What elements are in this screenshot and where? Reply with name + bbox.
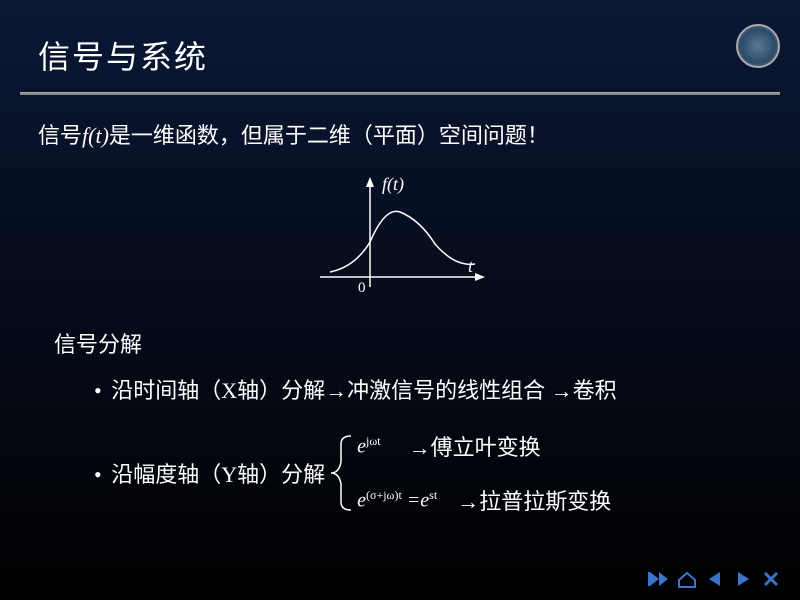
- nav-close-icon[interactable]: [760, 568, 782, 590]
- nav-next-icon[interactable]: [732, 568, 754, 590]
- nav-prev-icon[interactable]: [704, 568, 726, 590]
- slide-content: 信号f(t)是一维函数，但属于二维（平面）空间问题！ f(t) t 0 信号分解…: [0, 95, 800, 516]
- nav-first-icon[interactable]: [648, 568, 670, 590]
- bullet-y-text: • 沿幅度轴（Y轴）分解: [94, 457, 325, 489]
- university-logo-icon: [736, 24, 780, 68]
- intro-rest: 是一维函数，但属于二维（平面）空间问题！: [109, 123, 549, 148]
- bullet-dot-icon: •: [94, 462, 102, 487]
- brace-icon: [325, 430, 357, 516]
- bullet-x-axis: • 沿时间轴（X轴）分解→冲激信号的线性组合 →卷积: [94, 373, 762, 408]
- fourier-text: →傅立叶变换: [409, 430, 541, 462]
- bullet-dot-icon: •: [94, 378, 102, 403]
- slide-title: 信号与系统: [38, 32, 800, 78]
- nav-bar: [648, 568, 782, 590]
- slide-header: 信号与系统: [0, 0, 800, 88]
- bullet-y-axis: • 沿幅度轴（Y轴）分解 ejωt →傅立叶变换 e(σ+jω)t =est →…: [94, 430, 762, 516]
- intro-text: 信号f(t)是一维函数，但属于二维（平面）空间问题！: [38, 119, 762, 152]
- graph-y-label: f(t): [382, 174, 404, 195]
- graph-svg: f(t) t 0: [300, 172, 500, 302]
- exp-est: e(σ+jω)t =est: [357, 488, 437, 513]
- branch-fourier: ejωt →傅立叶变换: [357, 430, 611, 462]
- signal-graph: f(t) t 0: [38, 172, 762, 307]
- branch-laplace: e(σ+jω)t =est →拉普拉斯变换: [357, 484, 611, 516]
- laplace-text: →拉普拉斯变换: [457, 484, 611, 516]
- nav-home-icon[interactable]: [676, 568, 698, 590]
- graph-x-label: t: [468, 256, 474, 276]
- bullet-x-text: 沿时间轴（X轴）分解→冲激信号的线性组合 →卷积: [111, 378, 616, 403]
- graph-origin-label: 0: [358, 280, 366, 296]
- exp-ejwt: ejωt: [357, 434, 380, 459]
- intro-prefix: 信号: [38, 123, 82, 148]
- bullet-y-label: 沿幅度轴（Y轴）分解: [111, 462, 325, 487]
- y-branches: ejωt →傅立叶变换 e(σ+jω)t =est →拉普拉斯变换: [357, 430, 611, 516]
- intro-func: f(t): [82, 123, 109, 148]
- subheading: 信号分解: [54, 327, 762, 359]
